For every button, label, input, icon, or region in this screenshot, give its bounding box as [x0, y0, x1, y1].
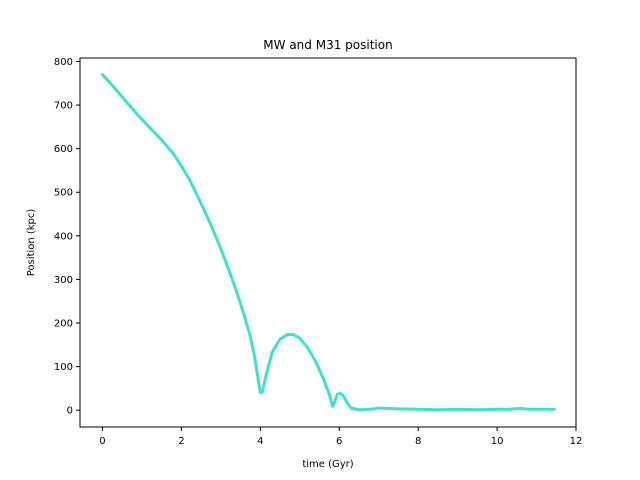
chart-title: MW and M31 position — [263, 38, 392, 52]
x-tick-label: 8 — [415, 436, 421, 447]
x-tick-label: 2 — [178, 436, 184, 447]
series-layer — [100, 73, 556, 412]
y-tick-label: 200 — [54, 319, 73, 330]
y-tick-label: 600 — [54, 144, 73, 155]
x-tick-label: 6 — [336, 436, 342, 447]
x-tick-label: 10 — [491, 436, 504, 447]
y-axis-label: Position (kpc) — [26, 209, 37, 277]
x-tick-label: 0 — [99, 436, 105, 447]
x-axis-label: time (Gyr) — [302, 459, 353, 470]
y-tick-label: 500 — [54, 188, 73, 199]
y-tick-label: 300 — [54, 275, 73, 286]
series-line-0 — [100, 73, 556, 412]
y-tick-label: 700 — [54, 101, 73, 112]
plot-frame — [79, 57, 577, 428]
x-axis-ticks: 0 2 4 6 8 10 12 — [99, 427, 582, 447]
y-tick-label: 0 — [67, 406, 73, 417]
y-tick-label: 800 — [54, 57, 73, 68]
y-tick-label: 100 — [54, 362, 73, 373]
x-tick-label: 12 — [570, 436, 583, 447]
x-tick-label: 4 — [257, 436, 263, 447]
y-axis-ticks: 0 100 200 300 400 500 600 700 800 — [54, 57, 80, 417]
y-tick-label: 400 — [54, 231, 73, 242]
